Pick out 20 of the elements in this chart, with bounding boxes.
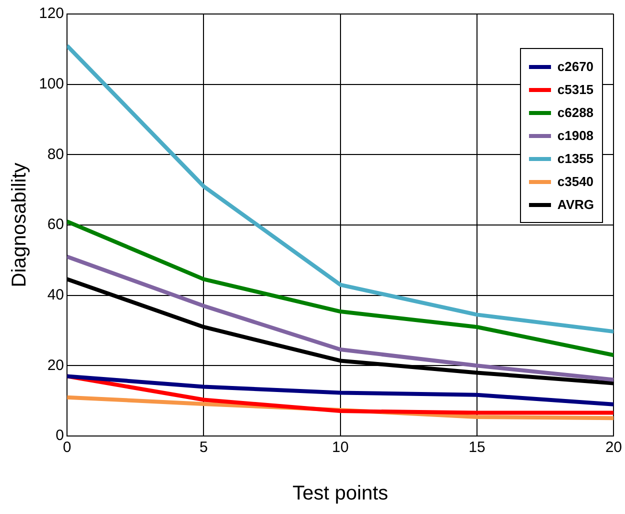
y-tick-label: 60 (47, 216, 64, 234)
x-tick-label: 15 (468, 439, 486, 456)
x-tick-label: 5 (200, 439, 208, 456)
x-tick-label: 20 (605, 439, 622, 456)
y-tick-label: 40 (47, 286, 64, 304)
legend-label: c6288 (557, 105, 594, 120)
legend-label: c3540 (557, 174, 594, 189)
legend-label: c1908 (557, 128, 594, 143)
y-tick-label: 100 (38, 75, 64, 92)
y-tick-label: 80 (47, 146, 64, 163)
y-tick-label: 20 (47, 356, 64, 374)
x-tick-label: 10 (332, 439, 349, 456)
y-tick-label: 120 (38, 5, 64, 22)
legend-label: c2670 (557, 59, 594, 74)
legend-label: AVRG (557, 197, 594, 212)
x-axis-title: Test points (292, 482, 388, 505)
y-tick-label: 0 (56, 427, 64, 444)
y-axis-title: Diagnosability (8, 162, 31, 288)
legend-label: c5315 (557, 82, 594, 97)
legend-label: c1355 (557, 151, 594, 166)
